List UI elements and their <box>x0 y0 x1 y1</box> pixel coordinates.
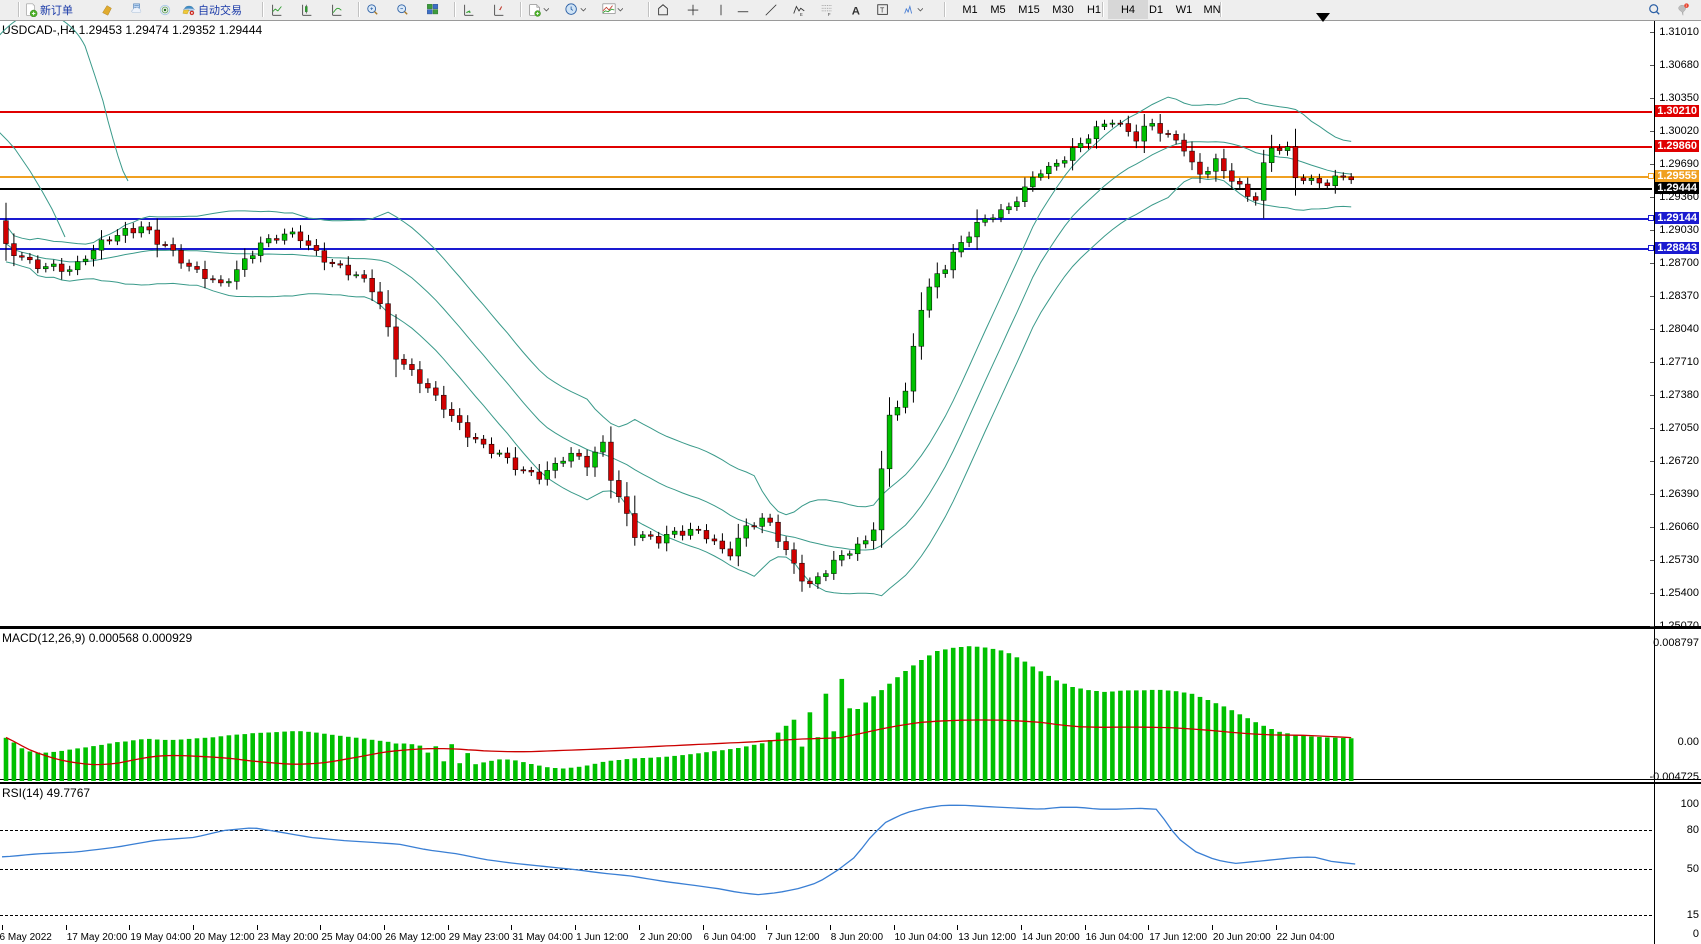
svg-text:T: T <box>880 8 885 15</box>
svg-text:F: F <box>828 12 831 17</box>
svg-text:A: A <box>852 5 860 17</box>
svg-text:E: E <box>800 12 803 17</box>
